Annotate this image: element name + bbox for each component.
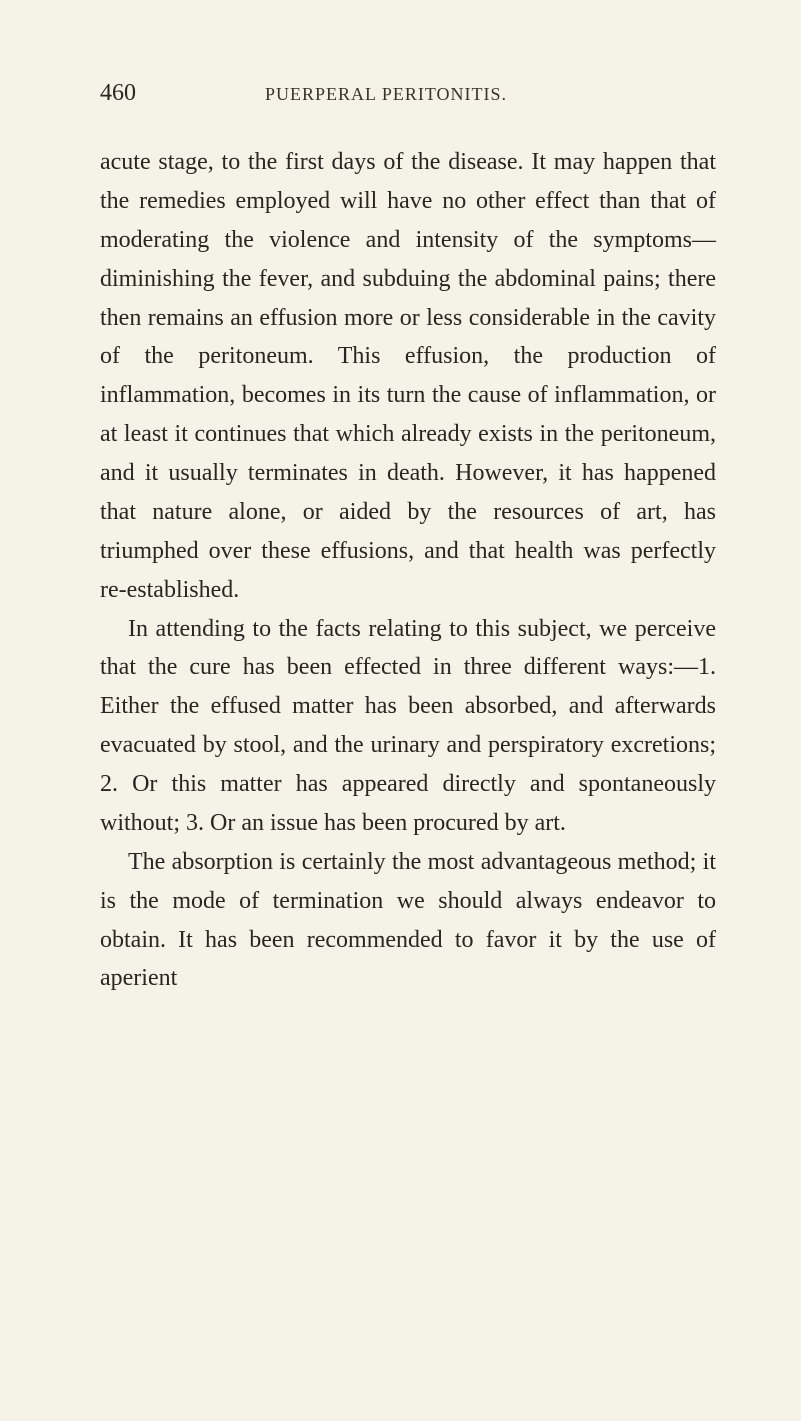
body-text-container: acute stage, to the first days of the di… [100,143,716,998]
paragraph-2: In attending to the facts relating to th… [100,610,716,843]
page-header: 460 PUERPERAL PERITONITIS. [100,80,716,107]
page-container: 460 PUERPERAL PERITONITIS. acute stage, … [0,0,801,1421]
running-title: PUERPERAL PERITONITIS. [265,84,507,104]
paragraph-1: acute stage, to the first days of the di… [100,143,716,610]
page-number: 460 [100,80,136,106]
paragraph-3: The absorption is certainly the most adv… [100,843,716,999]
